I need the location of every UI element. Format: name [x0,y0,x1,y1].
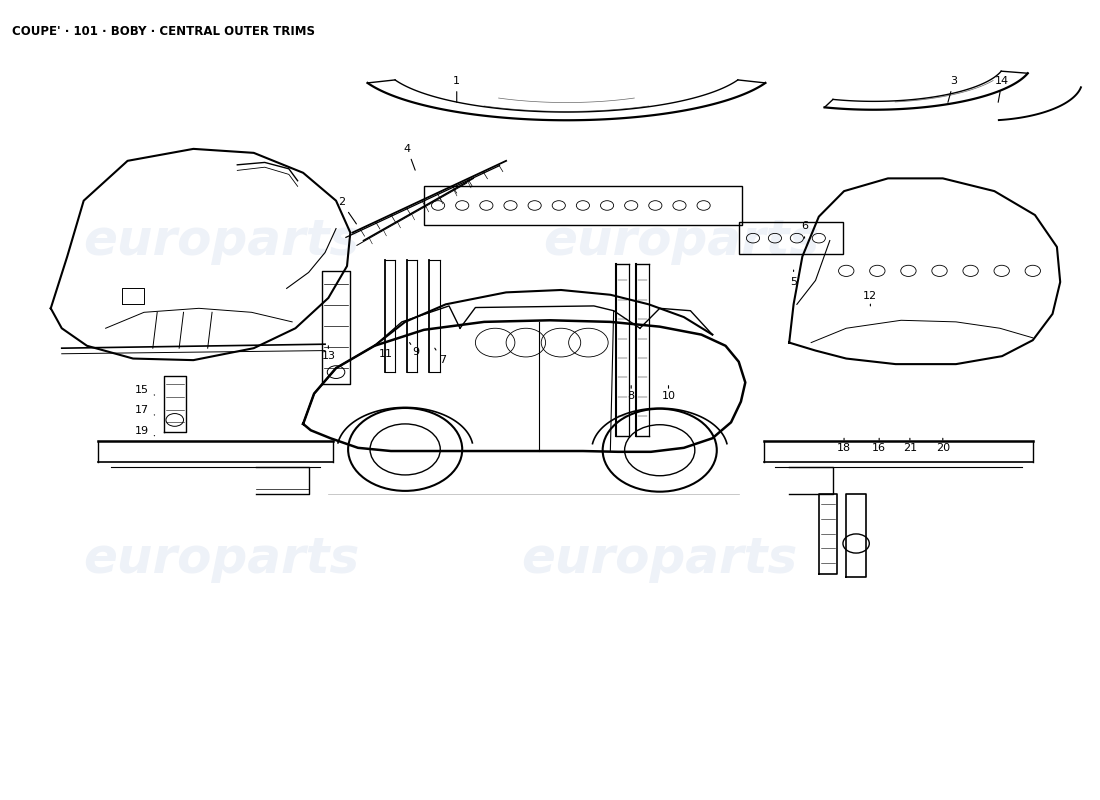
Text: COUPE' · 101 · BOBY · CENTRAL OUTER TRIMS: COUPE' · 101 · BOBY · CENTRAL OUTER TRIM… [12,26,316,38]
Text: 15: 15 [135,386,155,395]
Text: 8: 8 [628,386,635,401]
Text: 14: 14 [996,76,1009,102]
Text: europarts: europarts [543,217,820,265]
Text: 20: 20 [936,438,950,453]
Text: 7: 7 [434,348,446,365]
Text: 9: 9 [409,342,420,357]
Text: 4: 4 [404,144,415,170]
Bar [424,186,742,225]
Text: 12: 12 [864,291,878,306]
Text: 13: 13 [321,346,336,361]
Text: 5: 5 [790,270,798,287]
Text: europarts: europarts [521,535,798,583]
Text: 6: 6 [801,222,808,238]
Text: 2: 2 [338,198,356,224]
Text: 10: 10 [661,386,675,401]
Text: 18: 18 [837,438,851,453]
Text: 11: 11 [378,342,393,358]
Text: 16: 16 [872,438,887,453]
Text: 17: 17 [135,406,155,415]
Text: 1: 1 [453,76,460,102]
Text: 19: 19 [135,426,155,436]
Text: 3: 3 [948,76,957,102]
Text: europarts: europarts [82,217,359,265]
Bar [739,222,843,254]
Text: europarts: europarts [82,535,359,583]
Text: 21: 21 [903,438,917,453]
